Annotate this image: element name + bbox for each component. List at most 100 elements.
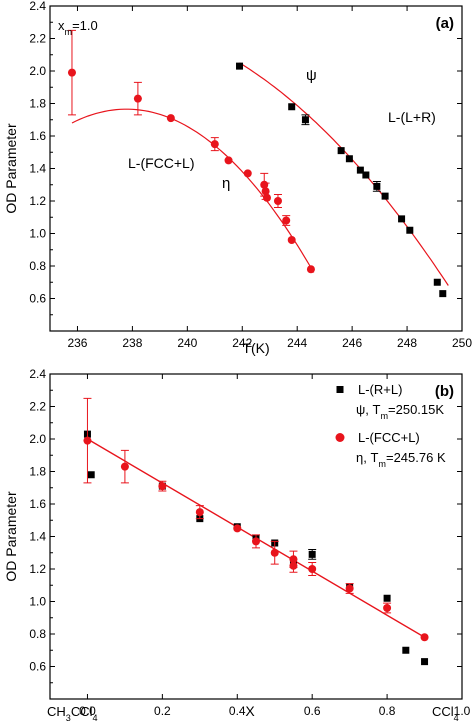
data-point-square [406, 226, 414, 234]
y-axis-label: OD Parameter [3, 491, 19, 582]
y-tick-label: 2.2 [29, 32, 46, 46]
chart-panel-a: 0.6 0.8 1.0 1.2 1.4 1.6 1.8 2.0 2.2 2.4 236 238 240 2… [3, 0, 472, 356]
chart-panel-b: 0.6 0.8 1.0 1.2 1.4 1.6 1.8 2.0 2.2 2.4 0.0 0.2 0.4 0… [3, 367, 471, 721]
data-point-circle [383, 604, 392, 612]
data-point-square [362, 171, 370, 179]
y-axis-label: OD Parameter [3, 123, 19, 214]
data-point-circle [133, 94, 142, 103]
data-point-circle [287, 236, 296, 244]
x-tick-label: 0.2 [154, 704, 171, 718]
data-point-square [345, 155, 353, 163]
data-point-square [356, 166, 364, 174]
x-axis-label: T(K) [242, 340, 269, 356]
legend-sublabel: η, Tm=245.76 K [356, 450, 446, 469]
x-tick-label: 248 [397, 336, 417, 350]
x-tick-label: 240 [177, 336, 197, 350]
data-point-square [433, 278, 441, 286]
x-tick-label: 244 [287, 336, 307, 350]
y-tick-label: 1.2 [29, 562, 46, 576]
x-tick-label: 238 [122, 336, 142, 350]
data-point-square [288, 103, 296, 111]
y-tick-label: 0.8 [29, 259, 46, 273]
annotation-xm: xm=1.0 [58, 18, 98, 37]
x-tick-label: 1.0 [454, 704, 471, 718]
data-point-circle [243, 169, 252, 178]
y-tick-label: 1.8 [29, 465, 46, 479]
data-point-circle [210, 140, 219, 149]
x-tick-label: 0.8 [379, 704, 396, 718]
data-point-circle [195, 508, 204, 517]
y-tick-label: 1.8 [29, 97, 46, 111]
y-tick-label: 2.2 [29, 400, 46, 414]
data-point-circle [120, 462, 129, 471]
data-point-square [421, 658, 429, 666]
data-point-circle [270, 548, 279, 557]
data-point-square [398, 215, 406, 223]
data-point-circle [420, 633, 429, 642]
y-tick-label: 0.6 [29, 660, 46, 674]
data-point-square [373, 182, 381, 190]
legend-label: L-(R+L) [358, 382, 402, 397]
panel-label: (b) [435, 383, 454, 400]
symbol-eta: η [222, 175, 230, 192]
data-point-circle [67, 68, 76, 77]
legend-sublabel: ψ, Tm=250.15K [356, 402, 444, 421]
data-point-circle [345, 584, 354, 593]
data-point-circle [252, 537, 260, 546]
y-tick-label: 2.0 [29, 64, 46, 78]
data-point-circle [308, 565, 317, 573]
data-point-square [439, 290, 447, 298]
data-point-square [308, 550, 316, 558]
x-axis-label: X [245, 703, 255, 719]
legend-label: L-(FCC+L) [358, 430, 420, 445]
x-tick-label: 0.0 [79, 704, 96, 718]
legend-marker-square [336, 386, 344, 393]
x-tick-label: 0.6 [304, 704, 321, 718]
x-tick-label: 242 [232, 336, 252, 350]
data-point-square [383, 594, 391, 602]
data-point-circle [289, 561, 298, 570]
region-label-left: L-(FCC+L) [128, 155, 195, 171]
data-point-square [301, 116, 309, 124]
data-point-circle [262, 193, 271, 202]
x-tick-label: 0.4 [229, 704, 246, 718]
data-point-square [337, 147, 345, 155]
y-tick-label: 1.0 [29, 227, 46, 241]
plot-frame [49, 5, 463, 332]
y-tick-label: 2.0 [29, 432, 46, 446]
data-point-square [381, 192, 389, 200]
y-tick-label: 2.4 [29, 0, 46, 13]
x-tick-label: 236 [67, 336, 87, 350]
y-tick-label: 1.2 [29, 194, 46, 208]
region-label-right: L-(L+R) [388, 109, 436, 125]
y-tick-label: 1.0 [29, 595, 46, 609]
data-point-circle [224, 156, 233, 165]
data-point-circle [233, 524, 242, 533]
y-tick-label: 1.4 [29, 530, 46, 544]
x-tick-label: 246 [342, 336, 362, 350]
fit-curve-eta [71, 108, 315, 273]
x-tick-label: 250 [452, 336, 472, 350]
data-point-circle [158, 482, 167, 491]
data-point-square [402, 646, 410, 654]
x-right-endmember-label: CCl4 [432, 704, 459, 721]
data-point-square [236, 62, 244, 70]
y-tick-label: 1.6 [29, 497, 46, 511]
y-tick-label: 1.6 [29, 129, 46, 143]
data-point-circle [83, 436, 92, 445]
legend-marker-circle [335, 433, 345, 442]
y-tick-label: 0.8 [29, 627, 46, 641]
panel-label: (a) [436, 15, 454, 32]
data-point-circle [261, 187, 270, 196]
data-point-circle [273, 197, 282, 205]
data-point-circle [282, 216, 291, 225]
data-point-square [87, 471, 95, 479]
y-tick-label: 0.6 [29, 292, 46, 306]
y-tick-label: 2.4 [29, 367, 46, 381]
x-left-endmember-label: CH3CCl4 [47, 704, 98, 721]
data-point-circle [166, 114, 175, 123]
data-point-circle [306, 265, 315, 274]
legend: L-(R+L) ψ, Tm=250.15K L-(FCC+L) η, Tm=245.7… [335, 382, 446, 469]
y-tick-label: 1.4 [29, 162, 46, 176]
